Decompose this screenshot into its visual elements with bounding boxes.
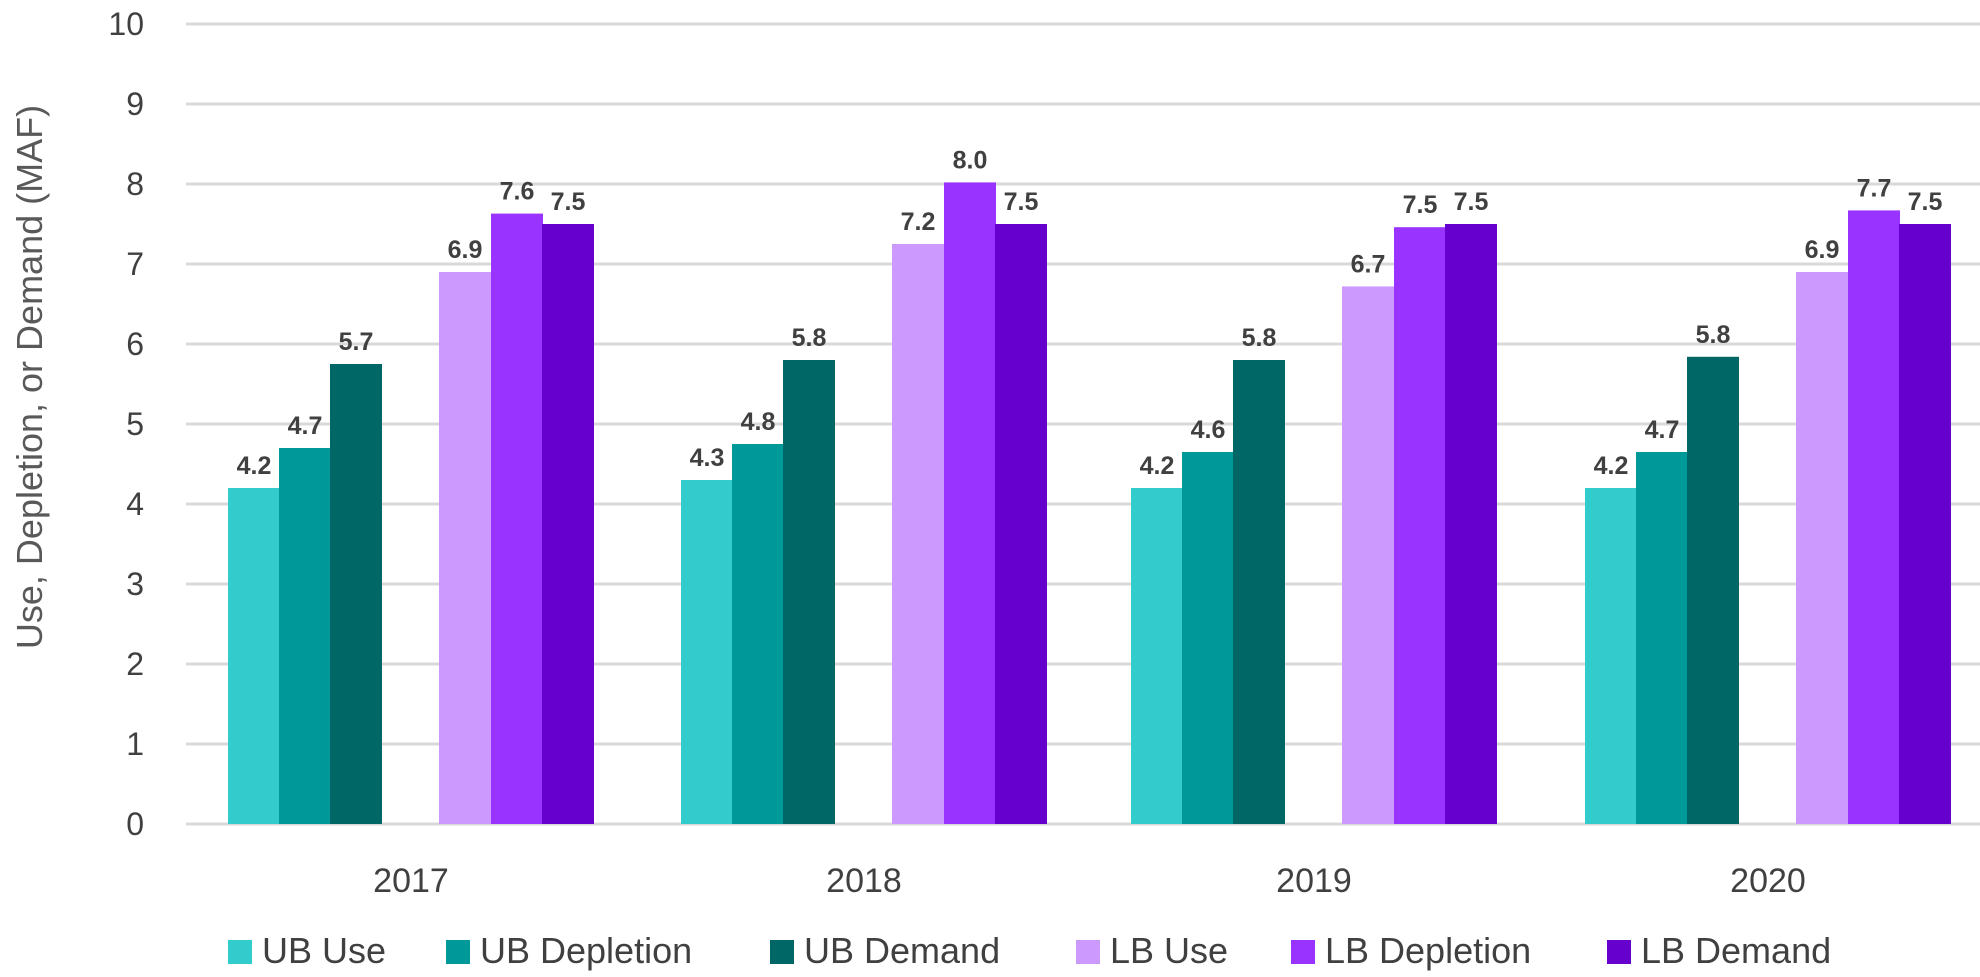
data-label: 7.5 [1454,188,1489,216]
x-category-label: 2018 [826,862,902,900]
legend-label: UB Use [262,930,386,971]
bar-ub-use-2020 [1585,488,1637,824]
data-label: 4.6 [1191,416,1226,444]
legend-swatch [1607,940,1631,964]
y-axis-title: Use, Depletion, or Demand (MAF) [9,105,50,649]
bar-lb-use-2019 [1342,286,1394,824]
data-label: 8.0 [953,146,988,174]
legend-label: UB Depletion [480,930,692,971]
data-label: 4.8 [741,408,776,436]
data-label: 7.5 [1403,191,1438,219]
bar-lb-depletion-2017 [491,213,543,825]
bar-ub-use-2017 [228,488,280,824]
y-tick-label: 2 [126,646,144,682]
y-tick-label: 0 [126,806,144,842]
data-label: 5.8 [1242,324,1277,352]
bar-lb-demand-2019 [1445,224,1497,824]
legend-label: LB Use [1110,930,1228,971]
data-label: 6.7 [1351,250,1386,278]
y-axis-tick-labels: 0 1 2 3 4 5 6 7 8 9 10 [108,6,144,842]
bar-lb-use-2020 [1796,272,1848,824]
y-tick-label: 6 [126,326,144,362]
data-label: 4.7 [288,412,323,440]
bar-ub-demand-2019 [1233,360,1285,824]
bar-ub-demand-2018 [783,360,835,824]
data-label: 4.2 [1594,452,1629,480]
data-label: 4.2 [237,452,272,480]
data-label: 5.8 [792,324,827,352]
bar-lb-use-2018 [892,244,944,824]
bar-ub-use-2018 [681,480,733,824]
bar-lb-depletion-2019 [1394,227,1446,824]
legend-swatch [1076,940,1100,964]
legend-swatch [770,940,794,964]
y-tick-label: 8 [126,166,144,202]
x-category-label: 2020 [1730,862,1806,900]
data-label: 6.9 [1805,236,1840,264]
bar-ub-demand-2017 [330,364,382,824]
bar-lb-demand-2020 [1899,224,1951,824]
data-label: 7.5 [551,188,586,216]
data-label: 4.2 [1140,452,1175,480]
bar-ub-use-2019 [1131,488,1183,824]
x-category-label: 2019 [1276,862,1352,900]
legend-label: LB Demand [1641,930,1831,971]
data-label: 7.7 [1857,174,1892,202]
legend: UB Use UB Depletion UB Demand LB Use LB Depl… [228,930,1831,971]
x-category-label: 2017 [373,862,449,900]
y-tick-label: 1 [126,726,144,762]
data-label: 4.3 [690,444,725,472]
data-label: 7.5 [1908,188,1943,216]
legend-label: LB Depletion [1325,930,1531,971]
data-label: 5.7 [339,328,374,356]
data-label: 5.8 [1696,321,1731,349]
data-label: 7.5 [1004,188,1039,216]
bar-lb-use-2017 [439,272,491,824]
bar-lb-demand-2017 [542,224,594,824]
data-label: 6.9 [448,236,483,264]
legend-swatch [228,940,252,964]
data-label: 7.6 [500,178,535,206]
bar-ub-depletion-2019 [1182,452,1234,824]
data-labels: 4.2 4.7 5.7 6.9 7.6 7.5 4.3 4.8 5.8 7.2 8.0 7.5 4.2 4… [237,146,1943,480]
x-axis-category-labels: 2017 2018 2019 2020 [373,862,1806,900]
y-tick-label: 7 [126,246,144,282]
y-tick-label: 10 [108,6,144,42]
bar-lb-depletion-2020 [1848,210,1900,824]
bar-ub-depletion-2020 [1636,452,1688,824]
bar-lb-depletion-2018 [944,182,996,824]
legend-swatch [1291,940,1315,964]
y-tick-label: 9 [126,86,144,122]
y-tick-label: 4 [126,486,144,522]
bar-ub-depletion-2018 [732,444,784,824]
bar-ub-depletion-2017 [279,448,331,824]
bars [228,182,1951,825]
legend-swatch [446,940,470,964]
data-label: 7.2 [901,208,936,236]
y-tick-label: 3 [126,566,144,602]
bar-ub-demand-2020 [1687,356,1739,824]
data-label: 4.7 [1645,416,1680,444]
y-tick-label: 5 [126,406,144,442]
bar-lb-demand-2018 [995,224,1047,824]
legend-label: UB Demand [804,930,1000,971]
